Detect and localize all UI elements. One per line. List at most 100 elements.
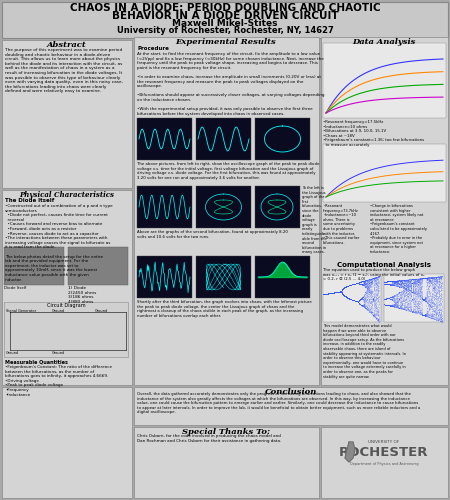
Point [401, 284, 408, 292]
Point [340, 284, 347, 292]
Point [413, 298, 420, 306]
Point [414, 282, 421, 290]
Point [328, 289, 335, 297]
Point [324, 290, 331, 298]
Point [404, 281, 411, 289]
Point [438, 273, 446, 281]
Text: Maxwell Mikel-Stites: Maxwell Mikel-Stites [172, 19, 278, 28]
Point [353, 279, 360, 287]
Point [335, 288, 342, 296]
Point [416, 286, 423, 294]
Point [344, 294, 351, 302]
Point [414, 308, 421, 316]
Point [351, 280, 358, 287]
Point [393, 282, 400, 290]
Point [391, 281, 398, 289]
Point [438, 280, 446, 287]
Point [429, 287, 436, 295]
Point [397, 293, 405, 301]
Point [342, 283, 349, 291]
Point [335, 288, 342, 296]
Point [360, 292, 367, 300]
Point [327, 289, 334, 297]
Point [372, 302, 379, 310]
Point [375, 273, 382, 281]
Point [373, 314, 380, 322]
Point [358, 280, 365, 288]
Point [383, 301, 391, 309]
Point [354, 279, 361, 287]
Point [359, 280, 366, 287]
Point [388, 302, 395, 310]
Point [356, 278, 364, 286]
Point [360, 281, 367, 289]
Point [365, 281, 372, 289]
Point [333, 288, 341, 296]
Point [391, 282, 398, 290]
Point [420, 274, 427, 282]
Point [331, 288, 338, 296]
Point [437, 298, 444, 306]
Point [328, 289, 336, 297]
Point [343, 282, 350, 290]
Point [321, 290, 328, 298]
Point [335, 288, 342, 296]
Point [373, 286, 380, 294]
Point [343, 282, 350, 290]
Point [393, 282, 400, 290]
Point [391, 277, 398, 285]
Point [394, 296, 401, 304]
Point [406, 306, 414, 314]
Point [381, 300, 388, 308]
Point [374, 315, 382, 323]
Point [418, 284, 425, 292]
Point [366, 308, 373, 316]
Point [387, 301, 394, 309]
Point [413, 304, 420, 312]
Point [373, 296, 380, 304]
Point [322, 290, 329, 298]
Point [387, 293, 394, 301]
Point [343, 282, 351, 290]
Point [401, 304, 408, 312]
Point [402, 276, 409, 284]
Point [369, 296, 377, 304]
Point [435, 280, 442, 288]
Point [410, 283, 417, 291]
Point [335, 288, 342, 296]
Point [362, 291, 369, 299]
Point [426, 313, 433, 321]
Point [388, 296, 396, 304]
Point [348, 280, 356, 288]
Point [388, 292, 395, 300]
Point [338, 288, 345, 296]
Point [431, 288, 438, 296]
Point [386, 278, 393, 285]
Point [322, 290, 329, 298]
Point [342, 292, 349, 300]
Point [422, 274, 429, 282]
Point [348, 280, 356, 288]
Point [361, 280, 368, 288]
Point [435, 280, 442, 288]
Point [360, 302, 367, 310]
Point [430, 284, 437, 292]
Point [353, 298, 360, 306]
Point [436, 292, 444, 300]
Point [343, 293, 350, 301]
Point [321, 290, 328, 298]
Point [362, 278, 369, 286]
Point [383, 294, 390, 302]
Point [409, 296, 416, 304]
Point [381, 295, 388, 303]
Point [409, 288, 416, 296]
Point [406, 279, 414, 287]
Point [373, 276, 380, 284]
Point [410, 278, 418, 286]
Point [346, 295, 354, 303]
Point [383, 280, 391, 288]
Point [346, 294, 353, 302]
Point [437, 316, 445, 324]
Point [332, 288, 339, 296]
Point [335, 288, 342, 296]
